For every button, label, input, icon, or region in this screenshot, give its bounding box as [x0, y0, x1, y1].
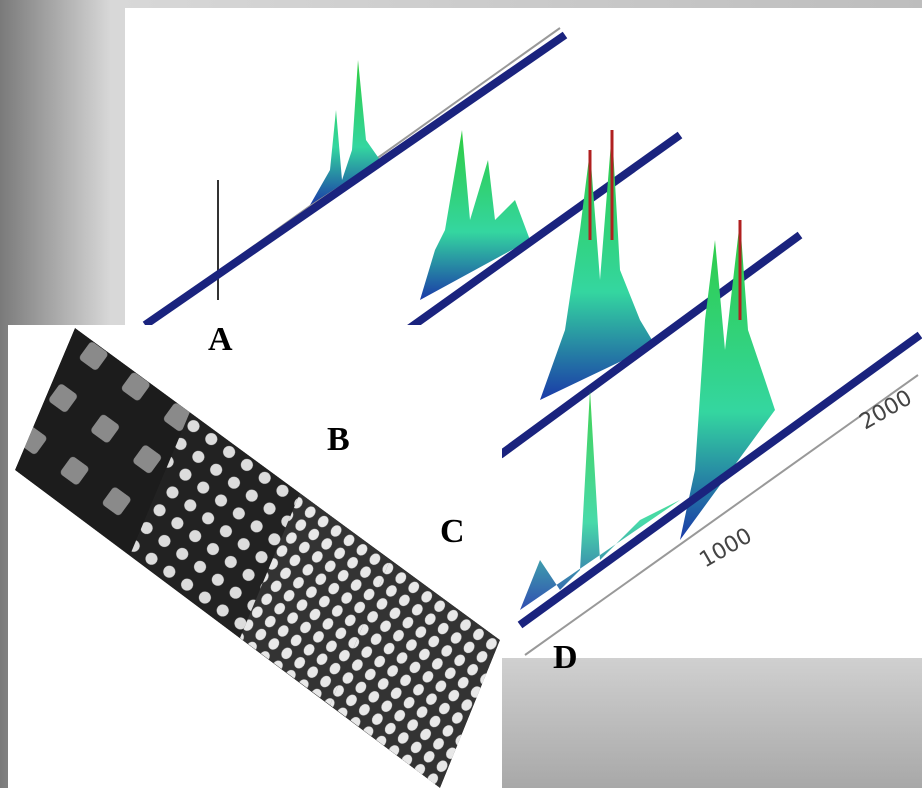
spectra: [142, 27, 922, 656]
panel-label: C: [440, 513, 465, 550]
panel-label: D: [553, 639, 578, 676]
micrograph: [15, 328, 500, 788]
gray-block: [502, 658, 922, 788]
panel-label: B: [327, 421, 350, 458]
panel-label: A: [208, 321, 233, 358]
